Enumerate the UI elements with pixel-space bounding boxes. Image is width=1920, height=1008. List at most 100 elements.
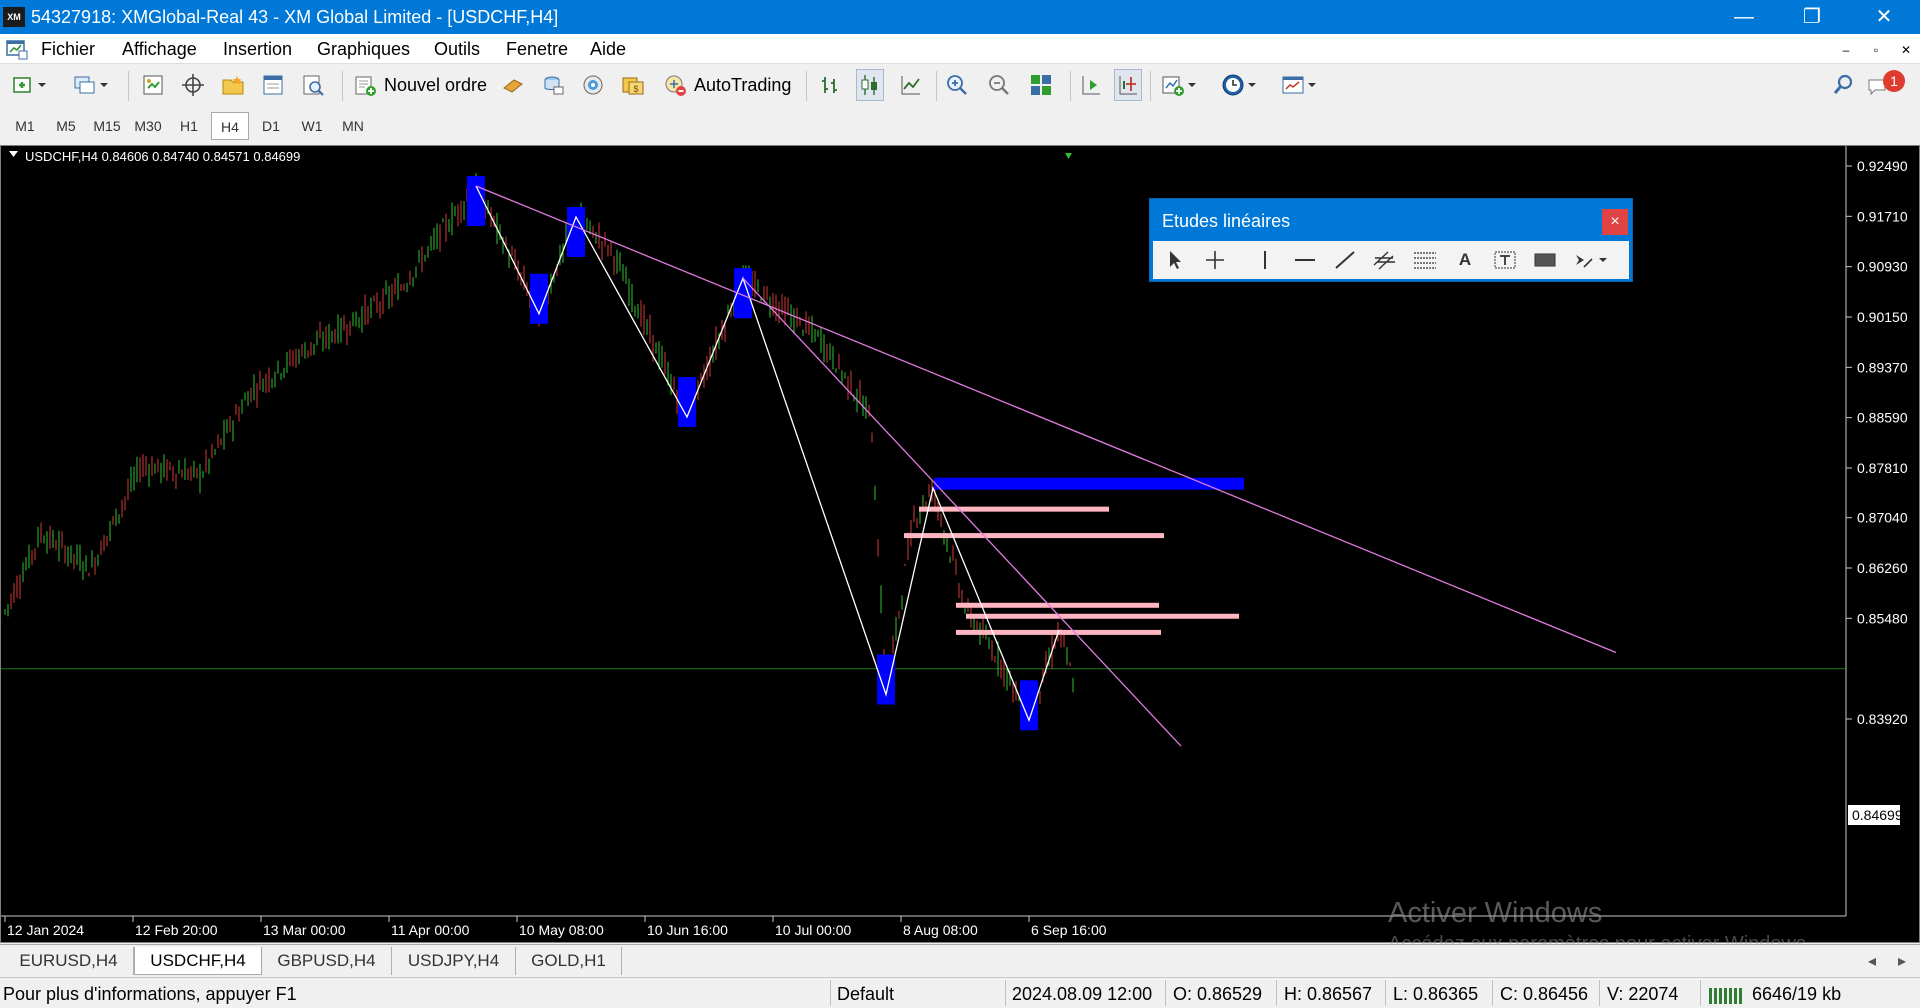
zoom-out-icon: [989, 75, 1009, 95]
chart-tabs: EURUSD,H4 USDCHF,H4 GBPUSD,H4 USDJPY,H4 …: [0, 944, 1920, 976]
minimize-button[interactable]: —: [1734, 6, 1754, 28]
timeframe-m15[interactable]: M15: [93, 118, 121, 134]
chart-header: USDCHF,H4 0.84606 0.84740 0.84571 0.8469…: [25, 149, 300, 164]
zoom-in-icon: [947, 75, 967, 95]
price-level: [904, 533, 1164, 539]
time-tick-label: 10 May 08:00: [519, 922, 604, 938]
text-tool[interactable]: A: [1458, 250, 1472, 269]
chart-shift-button[interactable]: [1114, 69, 1142, 101]
price-level: [956, 602, 1159, 608]
menu-fenetre[interactable]: Fenetre: [506, 39, 569, 59]
status-help-text: Pour plus d'informations, appuyer F1: [3, 984, 297, 1004]
add-indicator-icon: [1162, 76, 1184, 96]
new-order-button[interactable]: Nouvel ordre: [352, 69, 487, 101]
menu-outils[interactable]: Outils: [434, 39, 481, 59]
time-tick-label: 8 Aug 08:00: [903, 922, 978, 938]
toolbar-separator: [1150, 71, 1151, 101]
menu-fichier[interactable]: Fichier: [41, 39, 96, 59]
chart-header-chevron-icon[interactable]: [9, 151, 18, 157]
horizontal-line-tool-icon[interactable]: [1291, 247, 1319, 273]
mdi-restore-button[interactable]: ▫: [1873, 43, 1879, 57]
status-profile[interactable]: Default: [837, 984, 895, 1004]
menu-graphiques[interactable]: Graphiques: [317, 39, 411, 59]
market-watch-button[interactable]: [140, 69, 166, 101]
timeframe-mn[interactable]: MN: [342, 118, 364, 134]
timeframe-w1[interactable]: W1: [301, 118, 323, 134]
toolbar-separator: [1070, 71, 1071, 101]
auto-scroll-button[interactable]: [1078, 69, 1104, 101]
data-window-button[interactable]: [180, 69, 206, 101]
candlestick-chart-button[interactable]: [856, 69, 884, 101]
status-separator: [1599, 980, 1600, 1006]
timeframe-h4[interactable]: H4: [211, 112, 249, 140]
tab-usdjpy[interactable]: USDJPY,H4: [392, 947, 516, 975]
profiles-button[interactable]: [72, 69, 110, 101]
text-label-tool-icon[interactable]: [1491, 247, 1519, 273]
tile-windows-button[interactable]: [1028, 69, 1054, 101]
expert-button[interactable]: [500, 69, 526, 101]
connection-bars-icon[interactable]: [1708, 984, 1746, 1004]
mdi-minimize-button[interactable]: –: [1842, 43, 1850, 57]
tab-gold[interactable]: GOLD,H1: [516, 947, 622, 975]
timeframe-m5[interactable]: M5: [56, 118, 76, 134]
rectangle-tool-icon[interactable]: [1531, 247, 1559, 273]
menu-aide[interactable]: Aide: [590, 39, 627, 59]
chart-shift-marker-icon[interactable]: [1065, 153, 1072, 159]
trendline-major[interactable]: [475, 185, 1617, 654]
arrows-tool-icon[interactable]: [1571, 247, 1611, 273]
zoom-in-button[interactable]: [944, 69, 970, 101]
equidistant-channel-tool-icon[interactable]: [1371, 247, 1399, 273]
cursor-tool-icon[interactable]: [1161, 247, 1189, 273]
price-tick-label: 0.90930: [1857, 259, 1908, 275]
autotrading-button[interactable]: AutoTrading: [662, 69, 791, 101]
navigator-button[interactable]: [220, 69, 246, 101]
auto-scroll-icon: [1082, 76, 1100, 95]
time-tick-label: 10 Jul 00:00: [775, 922, 851, 938]
terminal-button[interactable]: [260, 69, 286, 101]
market-button[interactable]: [580, 69, 606, 101]
menu-affichage[interactable]: Affichage: [122, 39, 197, 59]
line-studies-close-button[interactable]: ×: [1602, 209, 1628, 235]
mdi-close-button[interactable]: ✕: [1900, 43, 1912, 57]
indicators-button[interactable]: [1160, 69, 1198, 101]
search-button[interactable]: [1830, 69, 1856, 101]
scripts-button[interactable]: $: [620, 69, 646, 101]
close-window-button[interactable]: ✕: [1875, 6, 1893, 28]
tabs-scroll-left-button[interactable]: ◂: [1868, 953, 1877, 970]
chart-window[interactable]: 0.92490 0.91710 0.90930 0.90150 0.89370 0.885…: [0, 145, 1920, 943]
vertical-line-tool-icon[interactable]: [1251, 247, 1279, 273]
notification-badge[interactable]: 1: [1883, 70, 1905, 92]
periods-button[interactable]: [1220, 69, 1258, 101]
zoom-out-button[interactable]: [986, 69, 1012, 101]
line-chart-button[interactable]: [898, 69, 924, 101]
chevron-down-icon: [1248, 83, 1256, 87]
line-studies-panel[interactable]: Etudes linéaires × A: [1149, 198, 1633, 282]
new-chart-button[interactable]: [10, 69, 48, 101]
timeframe-m30[interactable]: M30: [134, 118, 162, 134]
trendline-tool-icon[interactable]: [1331, 247, 1359, 273]
signals-button[interactable]: [540, 69, 566, 101]
fibonacci-tool-icon[interactable]: [1411, 247, 1439, 273]
maximize-button[interactable]: ❐: [1803, 6, 1821, 28]
status-separator: [1276, 980, 1277, 1006]
current-price-tag: [1848, 805, 1900, 825]
radar-icon: [583, 75, 603, 95]
timeframe-h1[interactable]: H1: [180, 118, 198, 134]
timeframe-m1[interactable]: M1: [15, 118, 35, 134]
strategy-tester-button[interactable]: [300, 69, 326, 101]
status-separator: [1492, 980, 1493, 1006]
trendline-minor[interactable]: [742, 277, 1182, 747]
time-tick-label: 6 Sep 16:00: [1031, 922, 1107, 938]
bar-chart-button[interactable]: [818, 69, 844, 101]
templates-button[interactable]: [1280, 69, 1318, 101]
tab-eurusd[interactable]: EURUSD,H4: [4, 947, 134, 975]
chart-window-icon[interactable]: [5, 37, 29, 61]
tabs-scroll-right-button[interactable]: ▸: [1898, 953, 1907, 970]
supply-demand-zones[interactable]: [467, 176, 1244, 731]
tab-usdchf[interactable]: USDCHF,H4: [134, 947, 262, 975]
crosshair-tool-icon[interactable]: [1201, 247, 1229, 273]
tab-gbpusd[interactable]: GBPUSD,H4: [262, 947, 392, 975]
menu-insertion[interactable]: Insertion: [223, 39, 293, 59]
chevron-down-icon: [1308, 83, 1316, 87]
timeframe-d1[interactable]: D1: [262, 118, 280, 134]
